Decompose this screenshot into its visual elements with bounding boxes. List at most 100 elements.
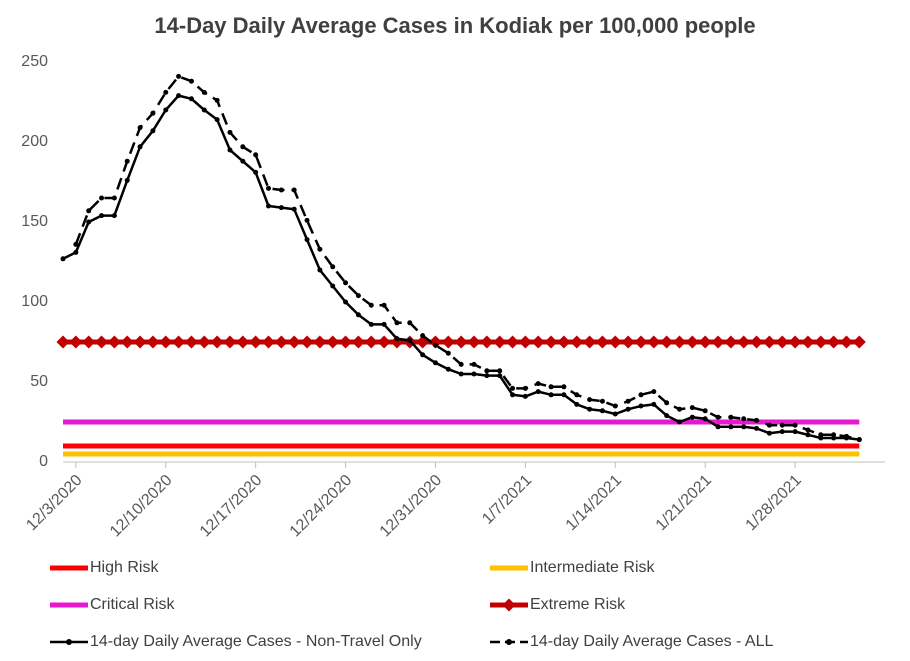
- marker: [638, 403, 644, 409]
- marker: [432, 360, 438, 366]
- x-tick-label: 12/17/2020: [197, 472, 266, 541]
- marker: [570, 335, 584, 349]
- marker: [210, 335, 224, 349]
- marker: [852, 335, 866, 349]
- marker: [766, 430, 772, 436]
- marker: [510, 385, 516, 391]
- marker: [73, 241, 79, 247]
- marker: [651, 389, 657, 395]
- marker: [223, 335, 237, 349]
- marker: [754, 417, 760, 423]
- marker: [587, 406, 593, 412]
- y-tick-label: 0: [39, 453, 48, 470]
- marker: [343, 280, 349, 286]
- x-tick-label: 1/7/2021: [479, 472, 535, 528]
- marker: [420, 352, 426, 358]
- marker: [484, 373, 490, 379]
- marker: [612, 411, 618, 417]
- marker: [368, 321, 374, 327]
- x-tick-label: 12/24/2020: [287, 472, 356, 541]
- legend-marker: [66, 639, 72, 645]
- marker: [99, 213, 105, 219]
- marker: [278, 187, 284, 193]
- marker: [201, 107, 207, 113]
- marker: [95, 335, 109, 349]
- marker: [660, 335, 674, 349]
- marker: [583, 335, 597, 349]
- marker: [428, 335, 442, 349]
- legend-marker: [506, 639, 512, 645]
- legend-label: High Risk: [90, 559, 159, 576]
- marker: [355, 293, 361, 299]
- marker: [561, 384, 567, 390]
- marker: [236, 335, 250, 349]
- marker: [827, 335, 841, 349]
- legend-label: Critical Risk: [90, 596, 175, 613]
- marker: [625, 406, 631, 412]
- marker: [317, 246, 323, 252]
- marker: [792, 429, 798, 435]
- marker: [548, 384, 554, 390]
- marker: [150, 128, 156, 134]
- marker: [432, 342, 438, 348]
- marker: [741, 424, 747, 430]
- marker: [172, 335, 186, 349]
- marker: [574, 401, 580, 407]
- marker: [458, 371, 464, 377]
- marker: [839, 335, 853, 349]
- marker: [188, 78, 194, 84]
- marker: [394, 320, 400, 326]
- marker: [227, 147, 233, 153]
- marker: [522, 393, 528, 399]
- marker: [266, 203, 271, 209]
- legend-label: 14-day Daily Average Cases - ALL: [530, 633, 774, 650]
- marker: [762, 335, 776, 349]
- marker: [304, 237, 310, 243]
- marker: [711, 335, 725, 349]
- marker: [176, 73, 182, 79]
- marker: [291, 206, 297, 212]
- marker: [146, 335, 160, 349]
- marker: [407, 320, 413, 326]
- marker: [343, 299, 349, 305]
- marker: [304, 217, 310, 223]
- marker: [484, 368, 490, 374]
- chart-title: 14-Day Daily Average Cases in Kodiak per…: [154, 13, 755, 38]
- y-tick-label: 250: [21, 53, 48, 70]
- marker: [150, 110, 156, 116]
- marker: [60, 256, 66, 262]
- series-line: [62, 94, 860, 441]
- marker: [368, 302, 374, 308]
- marker: [741, 416, 747, 422]
- marker: [856, 437, 862, 443]
- x-tick-label: 1/14/2021: [563, 472, 625, 534]
- marker: [445, 366, 451, 372]
- marker: [111, 213, 117, 219]
- marker: [278, 205, 284, 211]
- marker: [698, 335, 712, 349]
- marker: [561, 392, 567, 398]
- marker: [506, 335, 520, 349]
- marker: [454, 335, 468, 349]
- marker: [326, 335, 340, 349]
- marker: [625, 398, 631, 404]
- marker: [107, 335, 121, 349]
- marker: [240, 158, 246, 164]
- y-tick-label: 150: [21, 213, 48, 230]
- marker: [814, 335, 828, 349]
- marker: [702, 416, 708, 422]
- marker: [750, 335, 764, 349]
- marker: [548, 392, 554, 398]
- marker: [82, 335, 96, 349]
- y-tick-label: 200: [21, 133, 48, 150]
- x-tick-label: 12/31/2020: [377, 472, 446, 541]
- marker: [779, 422, 785, 428]
- marker: [522, 385, 528, 391]
- x-tick-label: 1/28/2021: [743, 472, 805, 534]
- legend-label: Intermediate Risk: [530, 559, 655, 576]
- marker: [197, 335, 211, 349]
- marker: [124, 158, 130, 164]
- marker: [300, 335, 314, 349]
- marker: [274, 335, 288, 349]
- x-tick-label: 12/10/2020: [107, 472, 176, 541]
